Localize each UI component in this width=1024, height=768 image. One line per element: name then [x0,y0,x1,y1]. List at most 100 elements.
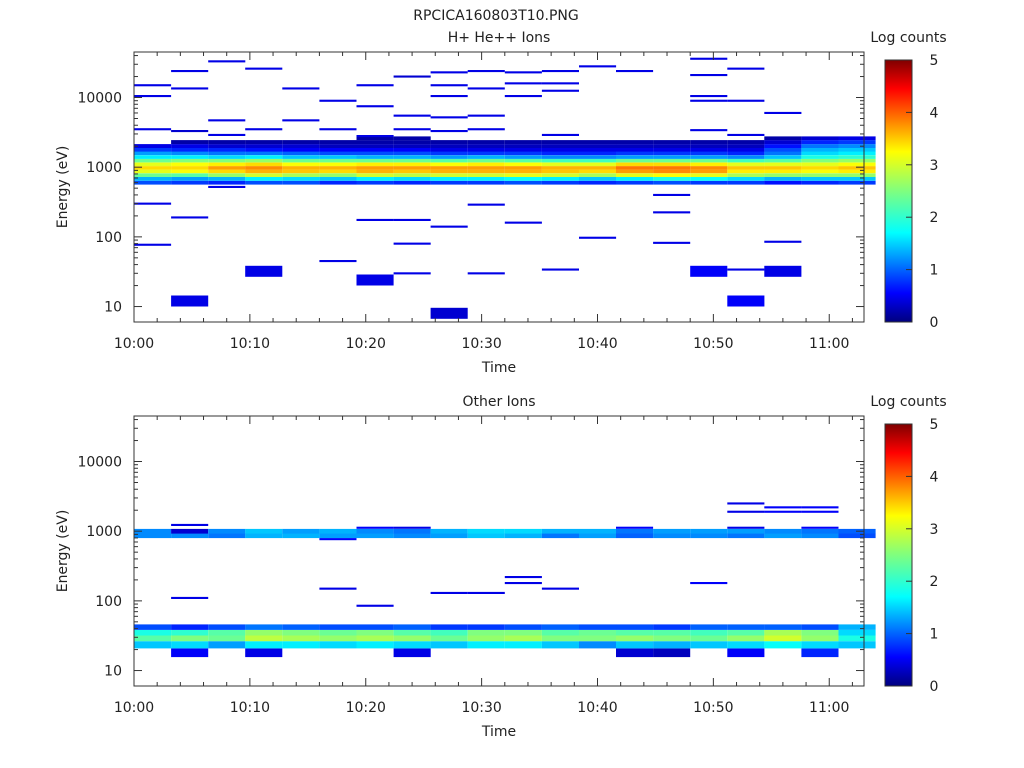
heatmap-cell [727,140,765,145]
heatmap-cell [393,629,431,636]
heatmap-sparse-cell [282,87,320,90]
heatmap-cell [467,162,505,167]
heatmap-cell [541,177,579,181]
heatmap-cell [616,635,654,642]
heatmap-cell [579,180,617,185]
heatmap-cell [504,629,542,636]
heatmap-cell [838,629,876,636]
colorbar-tick-label: 3 [930,158,939,174]
heatmap-cell [838,166,876,170]
heatmap-cell [579,177,617,181]
heatmap-sparse-cell [504,576,542,579]
heatmap-cell [504,162,542,167]
heatmap-cell [430,148,468,152]
heatmap-cell [653,635,691,642]
colorbar-tick-label: 1 [930,263,939,279]
heatmap-cell [690,173,728,177]
y-tick-label: 10 [104,664,122,680]
heatmap-cell [764,180,802,185]
heatmap-sparse-cell [541,587,579,590]
heatmap-cell [727,158,765,163]
heatmap-sparse-cell [727,526,765,529]
heatmap-cell [282,148,320,152]
heatmap-cell [171,180,209,185]
heatmap-cell [579,151,617,156]
heatmap-cell [393,151,431,156]
heatmap-sparse-cell [319,260,357,263]
x-axis: 10:00 10:10 10:20 10:30 10:40 10:50 11:00 Time [114,52,853,376]
heatmap-cell [208,635,246,642]
heatmap-cell [282,528,320,534]
heatmap-sparse-cell [467,128,505,131]
heatmap-cell [653,169,691,174]
heatmap-cell [393,158,431,163]
heatmap-cell [208,155,246,159]
heatmap-cell [171,528,209,534]
heatmap-cell [838,151,876,156]
heatmap-sparse-cell [356,218,394,221]
heatmap-cell [690,148,728,152]
heatmap-cell [134,155,172,159]
heatmap-cell [430,635,468,642]
heatmap-cell [579,533,617,539]
heatmap-sparse-cell [393,114,431,117]
heatmap-cell [393,177,431,181]
heatmap-cell [356,136,394,141]
heatmap-cell [245,629,283,636]
heatmap-cell [356,162,394,167]
heatmap-cell [356,180,394,185]
heatmap-sparse-cell [356,526,394,529]
heatmap-cell [801,180,839,185]
heatmap-sparse-cell [504,221,542,224]
heatmap-sparse-cell [727,295,765,307]
heatmap-cell [319,641,357,649]
heatmap-sparse-cell [356,604,394,607]
colorbar: Log counts 0 1 2 3 4 5 [870,30,946,331]
heatmap-cell [467,624,505,630]
heatmap-cell [764,641,802,649]
heatmap-cell [504,144,542,148]
heatmap-cell [801,648,839,658]
heatmap-cell [764,635,802,642]
heatmap-cell [171,144,209,148]
heatmap-cell [579,635,617,642]
y-axis-label: Energy (eV) [55,146,71,229]
heatmap-cell [208,177,246,181]
heatmap-sparse-cell [653,193,691,196]
panel-title: H+ He++ Ions [448,30,551,46]
heatmap-cell [171,140,209,145]
heatmap-cell [727,166,765,170]
heatmap-cell [393,140,431,145]
heatmap-cell [245,169,283,174]
heatmap-cell [430,158,468,163]
heatmap-sparse-cell [764,265,802,277]
heatmap-cell [430,155,468,159]
heatmap-cell [171,173,209,177]
heatmap-cell [356,533,394,539]
heatmap-cell [171,162,209,167]
heatmap-cell [467,635,505,642]
heatmap-cell [727,169,765,174]
heatmap-cell [171,641,209,649]
heatmap-cell [208,169,246,174]
plot-frame [133,51,865,323]
heatmap-cell [430,169,468,174]
heatmap-cell [727,148,765,152]
x-tick-label: 10:10 [230,700,270,716]
heatmap-cell [171,177,209,181]
heatmap-sparse-cell [541,133,579,136]
panel-other-ions: Other Ions 10:00 10:10 10:20 10:30 10:40 10:50… [55,394,947,740]
heatmap-cell [616,155,654,159]
heatmap-cell [282,162,320,167]
heatmap-cell [282,151,320,156]
heatmap-cell [838,162,876,167]
heatmap-sparse-cell [764,506,802,509]
heatmap-cell [319,624,357,630]
colorbar-tick-label: 3 [930,522,939,538]
heatmap-sparse-cell [430,71,468,74]
heatmap-cell [430,166,468,170]
heatmap-sparse-cell [579,236,617,239]
colorbar-label: Log counts [870,30,946,46]
heatmap-cell [134,162,172,167]
heatmap-sparse-cell [134,95,172,98]
